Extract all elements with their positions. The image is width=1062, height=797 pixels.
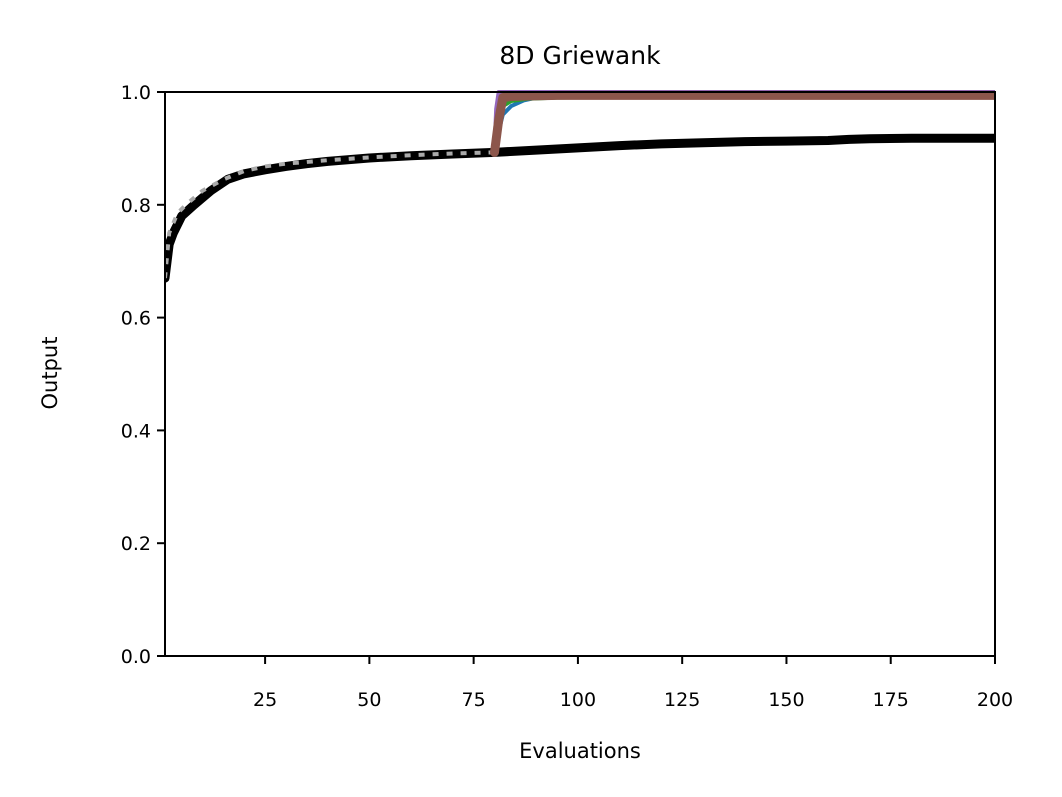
x-axis: 25 50 75 100 125 150 175 200 [253,656,1013,711]
series-line-1 [165,150,495,279]
y-axis: 0.0 0.2 0.4 0.6 0.8 1.0 [121,82,165,668]
y-axis-label: Output [38,337,62,410]
chart-title: 8D Griewank [499,41,661,70]
x-tick-label: 100 [560,689,596,711]
x-tick-label: 125 [664,689,700,711]
y-tick-label: 0.8 [121,195,151,217]
x-tick-label: 75 [462,689,486,711]
series-line-0 [165,133,995,283]
x-tick-label: 200 [977,689,1013,711]
x-tick-label: 25 [253,689,277,711]
x-tick-label: 150 [768,689,804,711]
y-tick-label: 0.2 [121,533,151,555]
y-tick-label: 0.4 [121,420,151,442]
y-tick-label: 0.6 [121,308,151,330]
series-layer [165,90,995,283]
x-tick-label: 50 [357,689,381,711]
y-tick-label: 1.0 [121,82,151,104]
series-line-5 [490,90,995,157]
x-tick-label: 175 [873,689,909,711]
x-axis-label: Evaluations [519,739,641,763]
y-tick-label: 0.0 [121,646,151,668]
plot-frame [164,91,996,657]
